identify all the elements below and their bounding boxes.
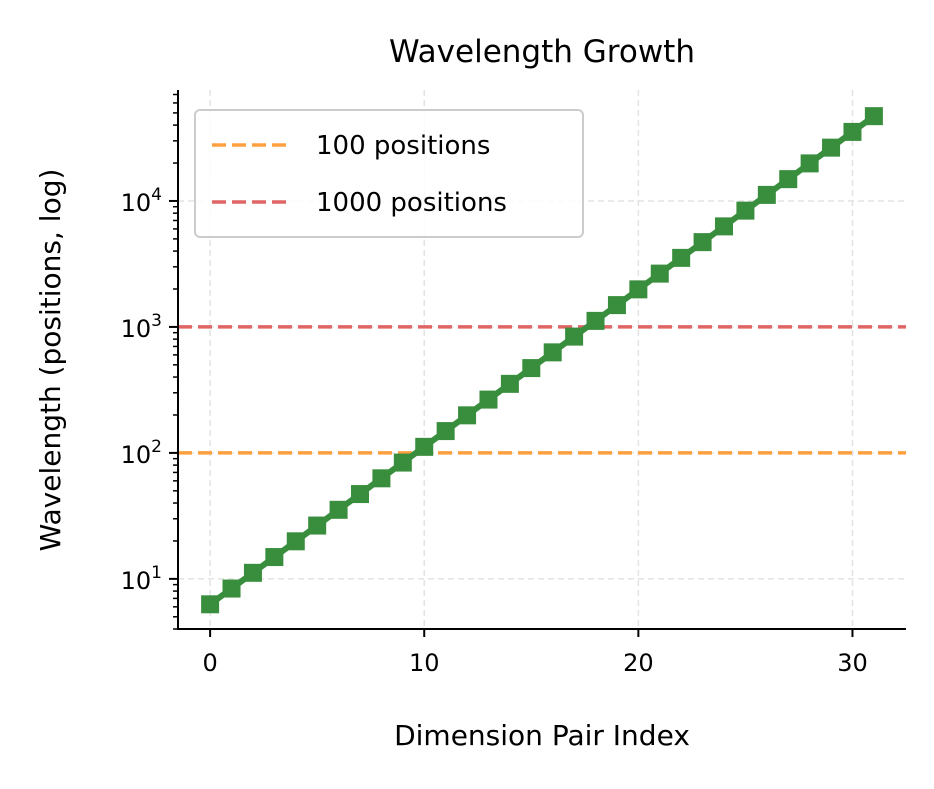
axes bbox=[177, 90, 906, 630]
data-point bbox=[565, 327, 584, 346]
y-axis-label: Wavelength (positions, log) bbox=[34, 169, 67, 552]
y-tick-label: 101 bbox=[121, 563, 162, 595]
data-point bbox=[500, 374, 519, 393]
data-point bbox=[629, 280, 648, 299]
x-axis-label: Dimension Pair Index bbox=[394, 719, 690, 752]
x-ticks: 0 10 20 30 bbox=[202, 629, 868, 677]
data-point bbox=[243, 563, 262, 582]
data-point bbox=[393, 453, 412, 472]
legend-label: 100 positions bbox=[316, 131, 490, 161]
y-ticks: 101 102 103 104 bbox=[121, 93, 178, 630]
data-point bbox=[586, 311, 605, 330]
data-point bbox=[308, 516, 327, 535]
data-point bbox=[736, 201, 755, 220]
data-point bbox=[286, 532, 305, 551]
y-tick-label: 104 bbox=[121, 185, 162, 217]
data-point bbox=[822, 138, 841, 157]
data-point bbox=[351, 485, 369, 504]
data-point bbox=[800, 154, 819, 173]
data-point bbox=[458, 406, 477, 425]
data-point bbox=[843, 122, 862, 141]
y-tick-label: 102 bbox=[121, 437, 162, 469]
reference-lines bbox=[178, 325, 906, 455]
legend-label: 1000 positions bbox=[316, 188, 507, 218]
data-point bbox=[864, 107, 883, 126]
data-point bbox=[650, 264, 669, 283]
legend-box bbox=[194, 109, 584, 238]
data-point bbox=[201, 595, 220, 614]
data-point bbox=[265, 548, 284, 567]
data-point bbox=[543, 343, 562, 362]
series bbox=[201, 107, 883, 614]
y-tick-label: 103 bbox=[121, 311, 162, 343]
data-point bbox=[672, 248, 691, 267]
chart-title: Wavelength Growth bbox=[389, 34, 695, 70]
data-point bbox=[715, 217, 733, 236]
data-point bbox=[222, 579, 241, 598]
data-point bbox=[607, 296, 626, 315]
data-point bbox=[522, 359, 541, 378]
x-tick-label: 10 bbox=[409, 649, 440, 677]
data-point bbox=[415, 437, 434, 456]
data-point bbox=[693, 233, 712, 252]
data-point bbox=[436, 422, 455, 441]
legend: 100 positions 1000 positions bbox=[194, 109, 584, 238]
data-point bbox=[779, 170, 798, 189]
data-point bbox=[329, 500, 348, 519]
x-tick-label: 0 bbox=[202, 649, 217, 677]
data-point bbox=[372, 469, 391, 488]
x-tick-label: 20 bbox=[623, 649, 654, 677]
x-tick-label: 30 bbox=[837, 649, 868, 677]
data-point bbox=[479, 390, 498, 409]
data-point bbox=[757, 185, 776, 204]
